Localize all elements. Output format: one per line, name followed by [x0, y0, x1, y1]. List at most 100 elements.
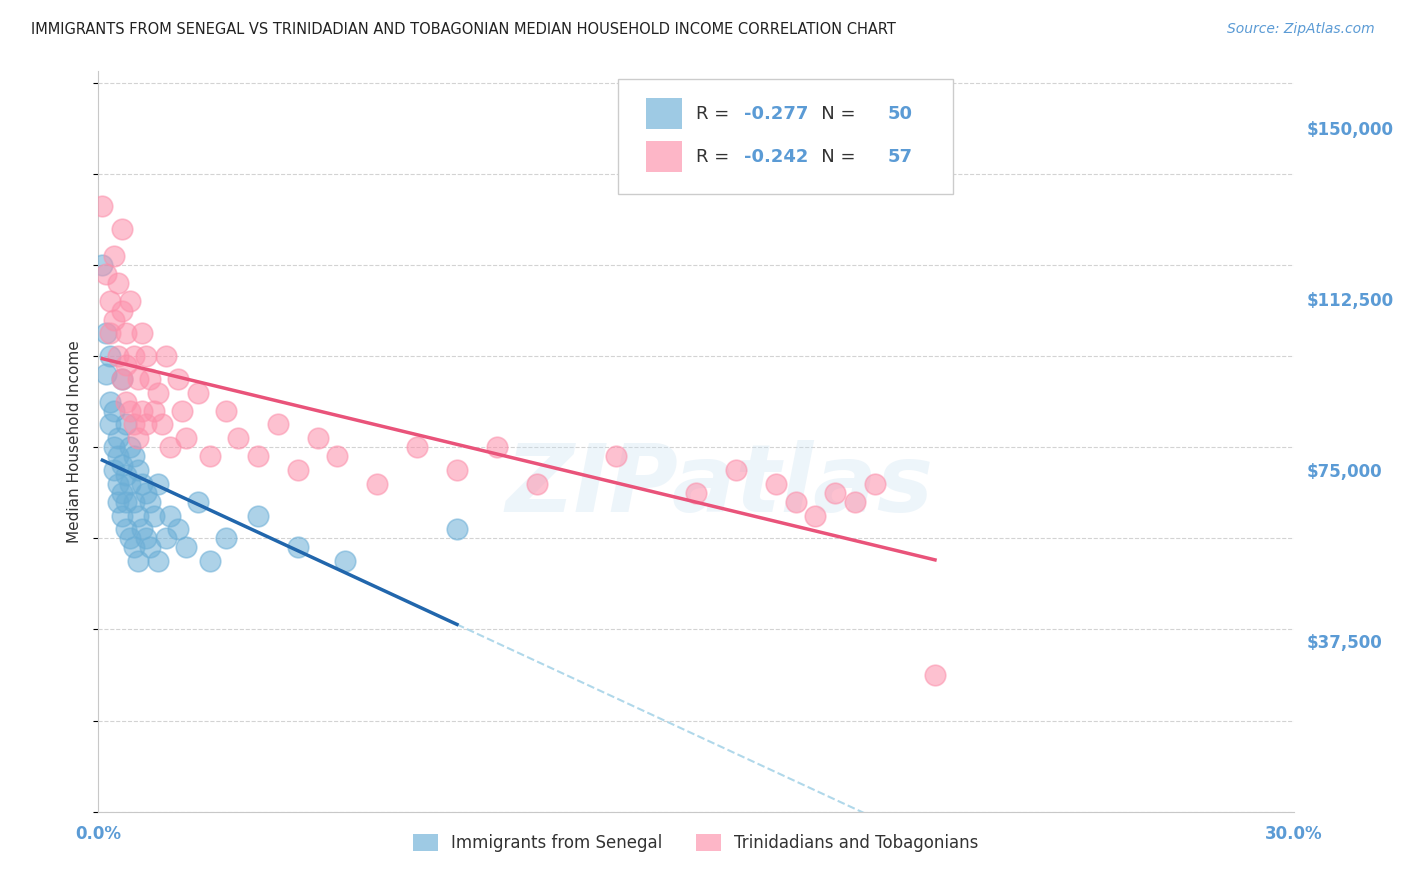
Point	[127, 431, 149, 445]
Point	[135, 417, 157, 432]
Point	[267, 417, 290, 432]
Point	[287, 541, 309, 555]
Point	[865, 476, 887, 491]
Point	[131, 404, 153, 418]
Point	[159, 508, 181, 523]
Point	[115, 326, 138, 341]
Point	[215, 404, 238, 418]
Point	[115, 358, 138, 372]
Point	[111, 458, 134, 473]
Text: R =: R =	[696, 147, 735, 166]
Point	[96, 368, 118, 382]
Point	[143, 404, 166, 418]
Point	[124, 541, 146, 555]
Point	[135, 349, 157, 363]
Text: ZIPatlas: ZIPatlas	[506, 440, 934, 532]
Point	[131, 476, 153, 491]
Y-axis label: Median Household Income: Median Household Income	[67, 340, 83, 543]
Point	[103, 463, 125, 477]
Point	[127, 372, 149, 386]
Point	[111, 221, 134, 235]
Point	[120, 476, 142, 491]
Point	[124, 417, 146, 432]
Text: 50: 50	[887, 104, 912, 122]
Text: -0.277: -0.277	[744, 104, 808, 122]
Point	[96, 326, 118, 341]
Point	[127, 508, 149, 523]
Point	[107, 450, 129, 464]
Point	[115, 522, 138, 536]
Point	[139, 372, 162, 386]
Point	[198, 554, 221, 568]
Legend: Immigrants from Senegal, Trinidadians and Tobagonians: Immigrants from Senegal, Trinidadians an…	[406, 828, 986, 859]
Point	[143, 508, 166, 523]
Point	[187, 495, 209, 509]
Point	[135, 532, 157, 546]
Text: N =: N =	[804, 147, 860, 166]
Point	[174, 431, 197, 445]
Point	[115, 417, 138, 432]
Point	[98, 326, 122, 341]
Point	[765, 476, 787, 491]
Point	[246, 450, 269, 464]
Point	[124, 450, 146, 464]
Text: 57: 57	[887, 147, 912, 166]
Point	[135, 485, 157, 500]
Point	[167, 372, 190, 386]
Point	[120, 440, 142, 454]
Point	[107, 495, 129, 509]
Text: Source: ZipAtlas.com: Source: ZipAtlas.com	[1227, 22, 1375, 37]
Point	[115, 495, 138, 509]
Text: -0.242: -0.242	[744, 147, 808, 166]
Point	[785, 495, 807, 509]
Point	[98, 417, 122, 432]
Point	[98, 394, 122, 409]
Point	[366, 476, 388, 491]
Point	[91, 258, 114, 272]
Point	[804, 508, 827, 523]
Point	[107, 349, 129, 363]
Point	[724, 463, 747, 477]
Point	[139, 495, 162, 509]
Point	[98, 349, 122, 363]
Point	[139, 541, 162, 555]
Point	[124, 495, 146, 509]
Point	[924, 668, 946, 682]
Point	[148, 554, 170, 568]
Point	[307, 431, 329, 445]
Point	[131, 522, 153, 536]
Point	[406, 440, 429, 454]
Point	[103, 312, 125, 326]
Point	[103, 404, 125, 418]
Text: N =: N =	[804, 104, 860, 122]
Point	[172, 404, 194, 418]
Point	[96, 267, 118, 281]
Point	[111, 508, 134, 523]
Point	[131, 326, 153, 341]
Point	[215, 532, 238, 546]
Point	[174, 541, 197, 555]
Point	[111, 485, 134, 500]
Point	[526, 476, 548, 491]
Point	[446, 522, 468, 536]
Point	[605, 450, 627, 464]
Text: IMMIGRANTS FROM SENEGAL VS TRINIDADIAN AND TOBAGONIAN MEDIAN HOUSEHOLD INCOME CO: IMMIGRANTS FROM SENEGAL VS TRINIDADIAN A…	[31, 22, 896, 37]
Point	[107, 476, 129, 491]
Point	[120, 404, 142, 418]
Point	[159, 440, 181, 454]
Point	[111, 303, 134, 318]
Point	[824, 485, 846, 500]
Point	[107, 277, 129, 291]
Point	[155, 349, 177, 363]
Point	[91, 199, 114, 213]
Point	[226, 431, 249, 445]
Point	[287, 463, 309, 477]
Point	[103, 249, 125, 263]
Bar	[645, 98, 682, 129]
Point	[120, 294, 142, 309]
Point	[187, 385, 209, 400]
Point	[685, 485, 707, 500]
Point	[446, 463, 468, 477]
Text: R =: R =	[696, 104, 735, 122]
Point	[246, 508, 269, 523]
